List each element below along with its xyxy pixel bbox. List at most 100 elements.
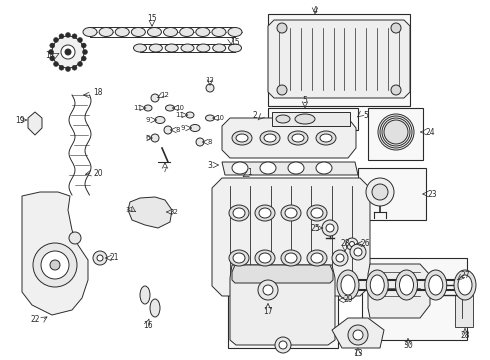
Text: 14: 14	[45, 50, 55, 59]
Text: 4: 4	[313, 5, 318, 14]
Text: 28: 28	[460, 330, 470, 339]
Circle shape	[59, 34, 64, 39]
Ellipse shape	[205, 115, 215, 121]
Polygon shape	[28, 112, 42, 135]
Ellipse shape	[165, 44, 178, 52]
Ellipse shape	[395, 270, 417, 300]
Circle shape	[391, 23, 401, 33]
Text: 20: 20	[93, 168, 103, 177]
Text: 15: 15	[230, 37, 240, 46]
Ellipse shape	[212, 27, 226, 36]
Ellipse shape	[399, 275, 414, 295]
Ellipse shape	[144, 105, 152, 111]
Text: 21: 21	[109, 253, 119, 262]
Ellipse shape	[166, 105, 174, 111]
Ellipse shape	[236, 134, 248, 142]
Circle shape	[33, 243, 77, 287]
Circle shape	[384, 120, 408, 144]
Ellipse shape	[337, 270, 359, 300]
Text: 31: 31	[125, 207, 134, 213]
Text: 12: 12	[161, 92, 170, 98]
Circle shape	[350, 244, 366, 260]
Ellipse shape	[311, 253, 323, 263]
Polygon shape	[272, 112, 350, 126]
Ellipse shape	[150, 299, 160, 317]
Circle shape	[49, 50, 53, 54]
Circle shape	[151, 94, 159, 102]
Circle shape	[61, 45, 75, 59]
Ellipse shape	[83, 27, 97, 36]
Ellipse shape	[133, 44, 147, 52]
Text: 26: 26	[360, 239, 370, 248]
Text: 16: 16	[143, 320, 153, 329]
Circle shape	[279, 341, 287, 349]
Circle shape	[196, 138, 204, 146]
Circle shape	[258, 280, 278, 300]
Circle shape	[378, 114, 414, 150]
Polygon shape	[222, 162, 358, 175]
Bar	[268, 108, 358, 130]
Ellipse shape	[155, 117, 165, 123]
Ellipse shape	[229, 250, 249, 266]
Circle shape	[53, 37, 58, 42]
Polygon shape	[22, 192, 88, 315]
Ellipse shape	[316, 162, 332, 174]
Polygon shape	[128, 197, 172, 228]
Text: 8: 8	[208, 139, 212, 145]
Ellipse shape	[288, 162, 304, 174]
Ellipse shape	[281, 205, 301, 221]
Circle shape	[93, 251, 107, 265]
Ellipse shape	[115, 27, 129, 36]
Text: 2: 2	[253, 111, 257, 120]
Ellipse shape	[281, 250, 301, 266]
Ellipse shape	[259, 208, 271, 218]
Ellipse shape	[228, 44, 242, 52]
Circle shape	[81, 56, 86, 61]
Bar	[362, 258, 467, 340]
Ellipse shape	[228, 27, 242, 36]
Circle shape	[53, 62, 58, 67]
Text: 27: 27	[460, 270, 470, 279]
Circle shape	[81, 43, 86, 48]
Ellipse shape	[260, 131, 280, 145]
Circle shape	[41, 251, 69, 279]
Circle shape	[164, 126, 172, 134]
Text: 6: 6	[146, 135, 150, 141]
Circle shape	[151, 134, 159, 142]
Text: 15: 15	[147, 14, 157, 23]
Circle shape	[66, 32, 71, 37]
Circle shape	[66, 67, 71, 72]
Text: 13: 13	[353, 350, 363, 359]
Circle shape	[82, 50, 88, 54]
Text: 19: 19	[15, 116, 25, 125]
Circle shape	[277, 23, 287, 33]
Ellipse shape	[425, 270, 447, 300]
Polygon shape	[222, 118, 356, 158]
Text: 9: 9	[146, 117, 150, 123]
Bar	[455, 295, 473, 327]
Circle shape	[275, 337, 291, 353]
Polygon shape	[212, 178, 370, 296]
Text: 22: 22	[30, 315, 40, 324]
Text: 32: 32	[170, 209, 178, 215]
Circle shape	[263, 285, 273, 295]
Ellipse shape	[366, 270, 388, 300]
Text: 30: 30	[403, 341, 413, 350]
Ellipse shape	[370, 275, 384, 295]
Circle shape	[72, 34, 77, 39]
Ellipse shape	[260, 162, 276, 174]
Bar	[368, 108, 423, 160]
Ellipse shape	[147, 27, 161, 36]
Ellipse shape	[276, 115, 290, 123]
Ellipse shape	[285, 253, 297, 263]
Circle shape	[322, 220, 338, 236]
Ellipse shape	[307, 250, 327, 266]
Circle shape	[326, 224, 334, 232]
Circle shape	[372, 184, 388, 200]
Circle shape	[65, 49, 71, 55]
Circle shape	[72, 65, 77, 70]
Circle shape	[50, 260, 60, 270]
Polygon shape	[268, 20, 410, 98]
Text: 23: 23	[427, 189, 437, 198]
Ellipse shape	[197, 44, 210, 52]
